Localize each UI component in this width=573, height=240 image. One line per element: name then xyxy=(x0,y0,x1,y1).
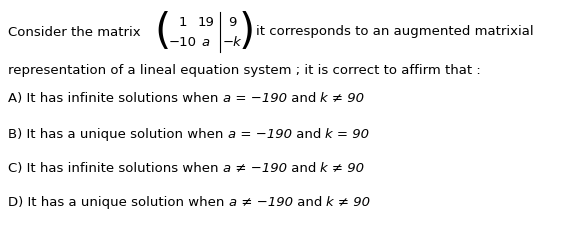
Text: B) It has a unique solution when: B) It has a unique solution when xyxy=(8,128,227,141)
Text: 19: 19 xyxy=(198,16,214,29)
Text: 9: 9 xyxy=(228,16,236,29)
Text: Consider the matrix: Consider the matrix xyxy=(8,25,140,38)
Text: and: and xyxy=(292,128,325,141)
Text: k = 90: k = 90 xyxy=(325,128,369,141)
Text: −10: −10 xyxy=(169,36,197,48)
Text: C) It has infinite solutions when: C) It has infinite solutions when xyxy=(8,162,223,175)
Text: 1: 1 xyxy=(179,16,187,29)
Text: and: and xyxy=(286,162,320,175)
Text: a ≠ −1​90: a ≠ −1​90 xyxy=(229,196,293,209)
Text: ): ) xyxy=(239,11,255,53)
Text: it corresponds to an augmented matrixial: it corresponds to an augmented matrixial xyxy=(256,25,533,38)
Text: a: a xyxy=(202,36,210,48)
Text: A) It has infinite solutions when: A) It has infinite solutions when xyxy=(8,92,223,105)
Text: (: ( xyxy=(155,11,171,53)
Text: k ≠ 90: k ≠ 90 xyxy=(320,92,364,105)
Text: −k: −k xyxy=(223,36,241,48)
Text: and: and xyxy=(293,196,326,209)
Text: k ≠ 90: k ≠ 90 xyxy=(326,196,370,209)
Text: k ≠ 90: k ≠ 90 xyxy=(320,162,364,175)
Text: and: and xyxy=(286,92,320,105)
Text: a = −1​90: a = −1​90 xyxy=(227,128,292,141)
Text: a = −1​90: a = −1​90 xyxy=(223,92,286,105)
Text: representation of a lineal equation system ; it is correct to affirm that :: representation of a lineal equation syst… xyxy=(8,64,481,77)
Text: a ≠ −1​90: a ≠ −1​90 xyxy=(223,162,286,175)
Text: D) It has a unique solution when: D) It has a unique solution when xyxy=(8,196,229,209)
